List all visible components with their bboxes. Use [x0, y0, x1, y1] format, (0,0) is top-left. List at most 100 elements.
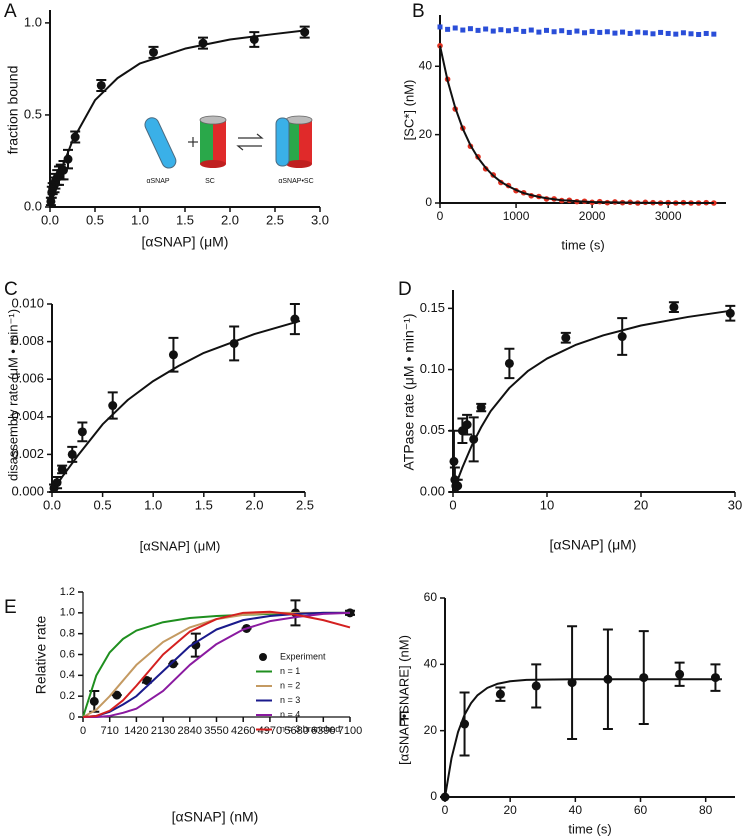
y-tick-label: 0 [69, 711, 75, 723]
y-tick-label: 40 [424, 657, 438, 671]
y-tick-label: 0.10 [420, 361, 445, 376]
panel: A [αSNAP] (μM) fraction bound 0.0 0.5 1.0 1.5 2… [4, 1, 329, 250]
x-tick-label: 20 [503, 803, 517, 817]
inset-diagram [144, 115, 313, 169]
data-point [665, 30, 671, 36]
x-axis-label: time (s) [568, 821, 611, 836]
x-tick-label: 40 [569, 803, 583, 817]
x-tick-label: 0.5 [94, 497, 112, 512]
y-tick-label: 20 [424, 723, 438, 737]
data-point [551, 29, 557, 35]
data-point [505, 28, 511, 34]
fit-line [51, 319, 301, 493]
panel-label: D [398, 279, 412, 300]
y-tick-label: 0.0 [24, 198, 42, 213]
legend-label: n = 3 branched [280, 724, 340, 734]
x-axis-label: [αSNAP] (nM) [172, 809, 259, 825]
data-point [543, 27, 549, 33]
annotation: αSNAP•SC [278, 178, 313, 185]
x-tick-label: 0 [80, 725, 86, 737]
data-point [725, 308, 735, 318]
y-axis-label: ATPase rate (μM • min⁻¹) [401, 313, 417, 470]
panel-label: B [412, 1, 425, 22]
x-tick-label: 1.5 [195, 497, 213, 512]
data-point [531, 681, 541, 691]
data-point [561, 333, 571, 343]
panel: D [αSNAP] (μM) ATPase rate (μM • min⁻¹) 0 10… [398, 279, 742, 553]
axis-line [439, 15, 726, 204]
data-point [597, 29, 603, 35]
axis-line [452, 290, 735, 493]
x-axis-label: [αSNAP] (μM) [142, 234, 229, 250]
x-tick-label: 2130 [151, 725, 175, 737]
data-point [582, 30, 588, 36]
x-tick-label: 10 [540, 497, 554, 512]
data-point [504, 358, 514, 368]
data-point [300, 27, 310, 37]
data-point [566, 29, 572, 35]
data-point [445, 26, 451, 32]
legend-marker [259, 653, 267, 661]
data-point [498, 27, 504, 33]
data-point [710, 673, 720, 683]
legend: Experiment n = 1 n = 2 n = 3 n = 4 n = 3 bran… [256, 651, 340, 734]
data-point [688, 31, 694, 37]
x-tick-label: 0 [442, 803, 449, 817]
x-tick-label: 1.5 [176, 212, 194, 227]
panel: C [αSNAP] (μM) disassembly rate (μM • min⁻… [4, 279, 314, 553]
legend-label: n = 1 [280, 666, 300, 676]
data-point [149, 47, 158, 57]
data-point [142, 676, 152, 686]
y-tick-label: 0.004 [11, 408, 44, 423]
data-point [457, 426, 467, 436]
y-tick-label: 0 [430, 789, 437, 803]
data-point [449, 456, 459, 466]
x-tick-label: 2.0 [245, 497, 263, 512]
x-tick-label: 20 [634, 497, 648, 512]
y-tick-label: 20 [419, 127, 433, 141]
y-axis-label: disassembly rate (μM • min⁻¹) [5, 309, 20, 481]
y-tick-label: 0 [425, 195, 432, 209]
data-point [168, 350, 178, 360]
x-tick-label: 0.0 [41, 212, 59, 227]
x-tick-label: 80 [699, 803, 713, 817]
data-point [96, 80, 106, 90]
x-tick-label: 1.0 [131, 212, 149, 227]
fit-line [439, 45, 714, 204]
data-point [467, 26, 473, 32]
data-point [536, 29, 542, 35]
data-point [620, 29, 626, 35]
data-point [612, 30, 618, 36]
panel: E [αSNAP] (nM) Relative rate 0 710 1420 2130 28… [4, 586, 362, 825]
y-tick-label: 60 [424, 590, 438, 604]
legend-label: n = 4 [280, 709, 300, 719]
y-axis-label: fraction bound [5, 66, 21, 155]
y-tick-label: 0.006 [11, 371, 44, 386]
y-tick-label: 0.008 [11, 333, 44, 348]
x-axis-label: [αSNAP] (μM) [550, 537, 637, 553]
fit-line [452, 309, 731, 493]
x-tick-label: 7100 [338, 725, 362, 737]
x-tick-label: 4260 [231, 725, 255, 737]
x-tick-label: 0 [437, 209, 444, 223]
y-tick-label: 0.8 [60, 628, 75, 640]
data-point [77, 427, 87, 437]
x-tick-label: 2.5 [266, 212, 284, 227]
panel-label: F [398, 709, 410, 730]
panel-label: E [4, 597, 17, 618]
x-tick-label: 2.0 [221, 212, 239, 227]
data-point [650, 31, 656, 37]
data-point [574, 28, 580, 34]
x-tick-label: 60 [634, 803, 648, 817]
data-point [460, 27, 466, 33]
x-tick-label: 5680 [284, 725, 308, 737]
data-point [604, 29, 610, 35]
data-point [495, 689, 505, 699]
x-tick-label: 1.0 [144, 497, 162, 512]
fit-line [82, 610, 351, 718]
y-axis-label: [αSNAP•SNARE] (nM) [396, 635, 411, 765]
data-point [89, 696, 99, 706]
data-point [462, 420, 472, 430]
